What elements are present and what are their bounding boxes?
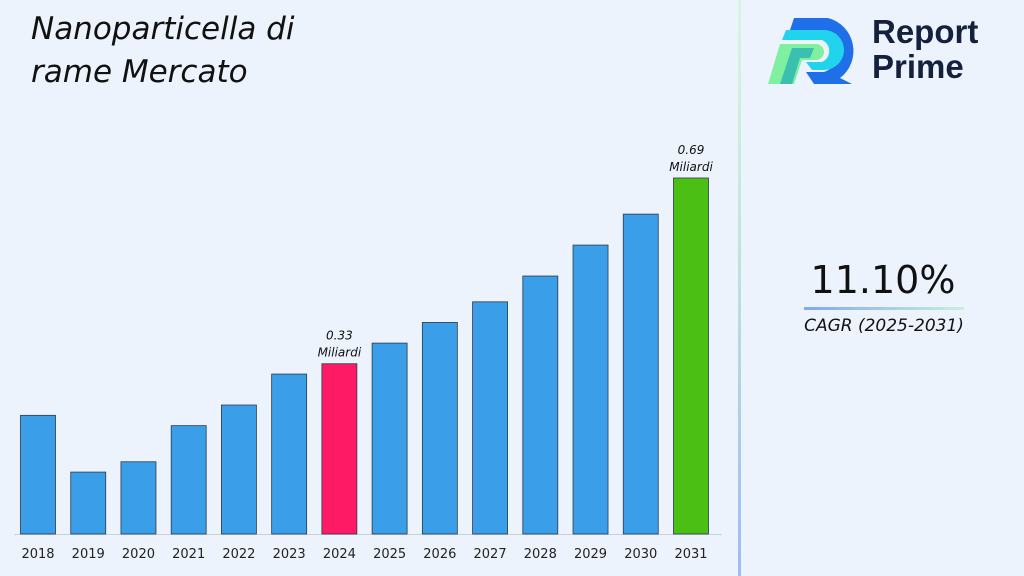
bar-2022 xyxy=(221,404,257,535)
bar-2019 xyxy=(70,471,107,535)
x-tick-label: 2030 xyxy=(624,547,657,562)
data-label-value: 0.69 xyxy=(678,143,705,157)
data-label-value: 0.33 xyxy=(326,329,353,343)
data-label-unit: Miliardi xyxy=(318,346,362,360)
bar-2026 xyxy=(421,322,458,535)
logo-text: Report Prime xyxy=(872,14,978,84)
bar-2029 xyxy=(572,244,609,535)
bar-2030 xyxy=(622,213,659,535)
x-tick-label: 2021 xyxy=(172,547,205,562)
logo-line-2: Prime xyxy=(872,48,964,85)
x-tick-label: 2018 xyxy=(21,547,54,562)
x-tick-label: 2025 xyxy=(373,547,406,562)
bar-chart: 2018 2019 2020 2021 2022 2023 2024 0.33 Miliardi… xyxy=(14,143,722,562)
bar-2024 xyxy=(321,363,358,535)
bar-2031 xyxy=(673,177,709,535)
x-tick-label: 2031 xyxy=(674,547,707,562)
report-prime-logo-icon xyxy=(768,18,854,84)
x-tick-label: 2029 xyxy=(574,547,607,562)
bar-2027 xyxy=(472,301,508,535)
x-tick-label: 2023 xyxy=(273,547,306,562)
x-tick-label: 2022 xyxy=(222,547,255,562)
bar-2020 xyxy=(120,461,157,535)
logo-line-1: Report xyxy=(872,13,979,50)
chart-title: Nanoparticella di rame Mercato xyxy=(31,11,295,90)
bar-2018 xyxy=(20,414,56,535)
data-label-unit: Miliardi xyxy=(669,160,713,174)
cagr-label: CAGR (2025-2031) xyxy=(804,316,964,336)
cagr-value: 11.10% xyxy=(810,258,956,302)
x-tick-label: 2026 xyxy=(423,547,456,562)
cagr-underline xyxy=(804,307,964,310)
x-tick-label: 2024 xyxy=(323,547,356,562)
x-tick-label: 2027 xyxy=(474,547,507,562)
bar-2028 xyxy=(522,275,559,535)
x-tick-label: 2019 xyxy=(72,547,105,562)
x-tick-label: 2020 xyxy=(122,547,155,562)
x-tick-label: 2028 xyxy=(524,547,557,562)
bar-2021 xyxy=(170,425,207,535)
bar-2025 xyxy=(371,342,408,535)
divider xyxy=(738,0,741,576)
bar-2023 xyxy=(271,373,308,535)
